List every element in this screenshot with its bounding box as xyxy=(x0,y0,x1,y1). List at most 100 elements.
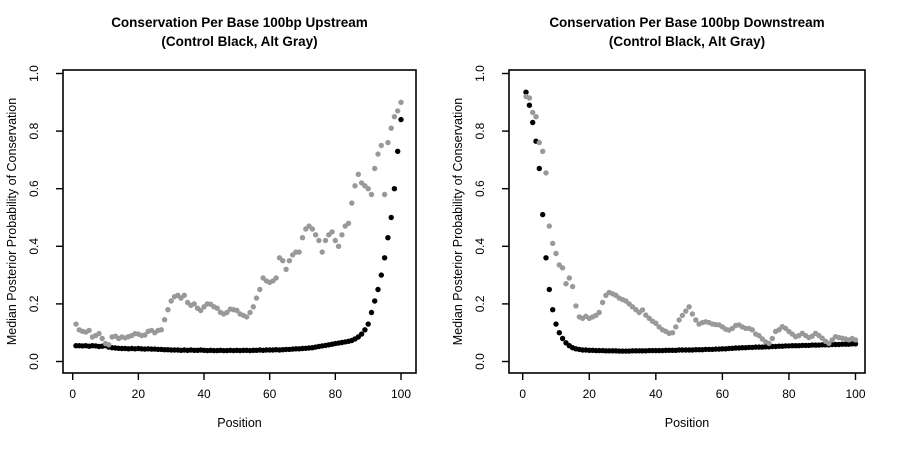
data-point xyxy=(352,183,358,189)
y-tick-label: 0.0 xyxy=(27,353,41,370)
data-point xyxy=(362,327,368,333)
data-point xyxy=(142,332,148,338)
data-point xyxy=(385,235,391,241)
data-point xyxy=(395,108,401,114)
data-point xyxy=(756,332,762,339)
data-point xyxy=(378,272,384,278)
data-point xyxy=(378,142,384,149)
data-point xyxy=(686,304,692,310)
data-point xyxy=(257,286,263,293)
x-tick-label: 40 xyxy=(649,387,663,401)
data-point xyxy=(224,309,230,316)
upstream-plot: Conservation Per Base 100bp Upstream (Co… xyxy=(5,15,417,430)
data-point xyxy=(566,275,572,281)
y-tick-label: 0.0 xyxy=(473,353,487,370)
x-axis-label: Position xyxy=(665,416,710,430)
y-axis-label: Median Posterior Probability of Conserva… xyxy=(451,98,465,345)
x-tick-label: 0 xyxy=(519,387,526,401)
data-point xyxy=(546,223,552,229)
series-alt xyxy=(73,99,404,348)
data-point xyxy=(543,170,549,176)
data-point xyxy=(299,235,306,241)
data-point xyxy=(852,337,859,343)
data-point xyxy=(191,301,197,307)
data-point xyxy=(573,303,579,309)
data-point xyxy=(368,191,375,198)
data-point xyxy=(559,335,566,342)
data-point xyxy=(826,340,832,347)
data-point xyxy=(852,341,859,347)
data-point xyxy=(335,243,342,249)
data-point xyxy=(533,114,539,120)
plot-box xyxy=(62,69,417,374)
data-point xyxy=(766,340,772,347)
series-control xyxy=(523,89,859,354)
data-point xyxy=(553,250,559,257)
data-point xyxy=(653,320,659,326)
data-point xyxy=(181,292,187,298)
data-point xyxy=(749,327,755,333)
data-point xyxy=(161,317,168,323)
y-axis-label: Median Posterior Probability of Conserva… xyxy=(5,98,19,345)
data-point xyxy=(355,171,361,177)
x-tick-label: 100 xyxy=(845,387,865,401)
data-point xyxy=(530,109,536,116)
downstream-plot: Conservation Per Base 100bp Downstream (… xyxy=(451,15,866,430)
data-point xyxy=(99,335,105,342)
data-point xyxy=(540,148,546,154)
series-alt xyxy=(523,93,859,347)
data-point xyxy=(639,307,646,313)
y-tick-label: 0.6 xyxy=(27,180,41,197)
x-tick-label: 60 xyxy=(263,387,277,401)
data-point xyxy=(96,330,102,337)
y-tick-label: 1.0 xyxy=(473,65,487,82)
data-point xyxy=(559,265,566,271)
data-point xyxy=(250,304,256,310)
data-point xyxy=(329,229,335,235)
y-tick-label: 0.2 xyxy=(27,295,41,312)
x-axis-label: Position xyxy=(217,416,262,430)
data-point xyxy=(388,125,394,131)
data-point xyxy=(563,281,569,287)
data-point xyxy=(398,116,404,123)
data-point xyxy=(556,330,562,336)
data-point xyxy=(372,165,378,172)
data-point xyxy=(158,327,164,333)
data-point xyxy=(73,321,79,327)
data-point xyxy=(543,255,549,261)
data-point xyxy=(375,286,381,293)
y-tick-label: 0.2 xyxy=(473,295,487,312)
plot-subtitle: (Control Black, Alt Gray) xyxy=(609,34,765,49)
data-point xyxy=(349,200,355,206)
data-point xyxy=(86,327,92,334)
upstream-plot-area: 0 20 40 60 80 100 0.0 0.2 0.4 0.6 0.8 1.0 xyxy=(27,65,417,401)
data-point xyxy=(214,305,220,311)
x-tick-label: 40 xyxy=(197,387,211,401)
data-point xyxy=(375,151,381,157)
x-tick-label: 0 xyxy=(69,387,76,401)
data-point xyxy=(526,95,533,101)
data-point xyxy=(168,298,174,304)
data-point xyxy=(679,312,686,319)
y-tick-label: 0.8 xyxy=(27,122,41,139)
x-tick-label: 80 xyxy=(782,387,796,401)
data-point xyxy=(536,139,542,146)
data-point xyxy=(569,283,576,290)
data-point xyxy=(553,321,559,327)
y-tick-label: 1.0 xyxy=(27,65,41,82)
data-point xyxy=(322,237,329,244)
data-point xyxy=(372,298,378,304)
data-point xyxy=(365,186,371,192)
data-point xyxy=(286,258,293,264)
data-point xyxy=(385,139,391,146)
data-point xyxy=(339,232,345,238)
data-point xyxy=(332,237,338,244)
data-point xyxy=(234,307,240,314)
data-point xyxy=(106,342,112,348)
data-point xyxy=(244,314,250,320)
data-point xyxy=(523,89,529,95)
series-control xyxy=(73,116,404,354)
data-point xyxy=(669,330,676,336)
